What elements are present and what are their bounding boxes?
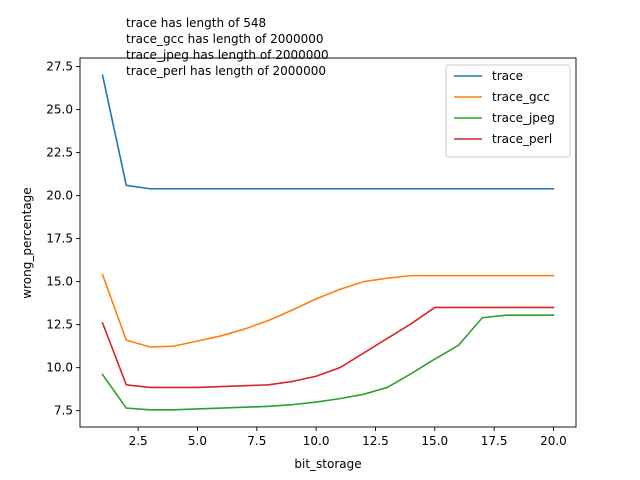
y-tick-label: 12.5 bbox=[46, 318, 73, 332]
series-line-trace-gcc bbox=[101, 273, 555, 348]
series-layer bbox=[101, 74, 555, 411]
x-tick-label: 12.5 bbox=[362, 434, 389, 448]
annotation-trace-gcc: trace_gcc has length of 2000000 bbox=[126, 32, 324, 46]
x-tick-label: 7.5 bbox=[247, 434, 266, 448]
x-tick-label: 2.5 bbox=[129, 434, 148, 448]
annotation-block: trace has length of 548 trace_gcc has le… bbox=[126, 16, 329, 78]
y-tick-label: 10.0 bbox=[46, 361, 73, 375]
y-tick-label: 25.0 bbox=[46, 103, 73, 117]
series-line-trace-jpeg bbox=[101, 314, 555, 411]
legend-box bbox=[445, 64, 571, 158]
legend-label-trace-perl: trace_perl bbox=[492, 132, 552, 146]
x-axis-label: bit_storage bbox=[294, 457, 361, 471]
series-line-trace-perl bbox=[101, 306, 555, 389]
y-tick-label: 17.5 bbox=[46, 232, 73, 246]
y-tick-label: 20.0 bbox=[46, 189, 73, 203]
y-tick-label: 7.5 bbox=[54, 404, 73, 418]
legend-label-trace-gcc: trace_gcc bbox=[492, 90, 550, 104]
x-tick-label: 15.0 bbox=[421, 434, 448, 448]
x-tick-label: 5.0 bbox=[188, 434, 207, 448]
legend-label-trace: trace bbox=[492, 69, 523, 83]
y-tick-label: 27.5 bbox=[46, 60, 73, 74]
x-tick-label: 20.0 bbox=[540, 434, 567, 448]
axes-layer: 2.5 5.0 7.5 10.0 12.5 15.0 17.5 20.0 7.5 10.0 12.5… bbox=[46, 57, 577, 448]
legend: trace trace_gcc trace_jpeg trace_perl bbox=[445, 64, 571, 158]
series-line-trace bbox=[101, 74, 555, 190]
x-tick-label: 10.0 bbox=[303, 434, 330, 448]
legend-label-trace-jpeg: trace_jpeg bbox=[492, 111, 555, 125]
annotation-trace-jpeg: trace_jpeg has length of 2000000 bbox=[126, 48, 329, 62]
y-axis-label: wrong_percentage bbox=[20, 187, 34, 298]
plot-frame bbox=[79, 57, 577, 428]
x-tick-label: 17.5 bbox=[481, 434, 508, 448]
annotation-trace: trace has length of 548 bbox=[126, 16, 266, 30]
y-tick-label: 15.0 bbox=[46, 275, 73, 289]
annotation-trace-perl: trace_perl has length of 2000000 bbox=[126, 64, 326, 78]
y-tick-label: 22.5 bbox=[46, 146, 73, 160]
